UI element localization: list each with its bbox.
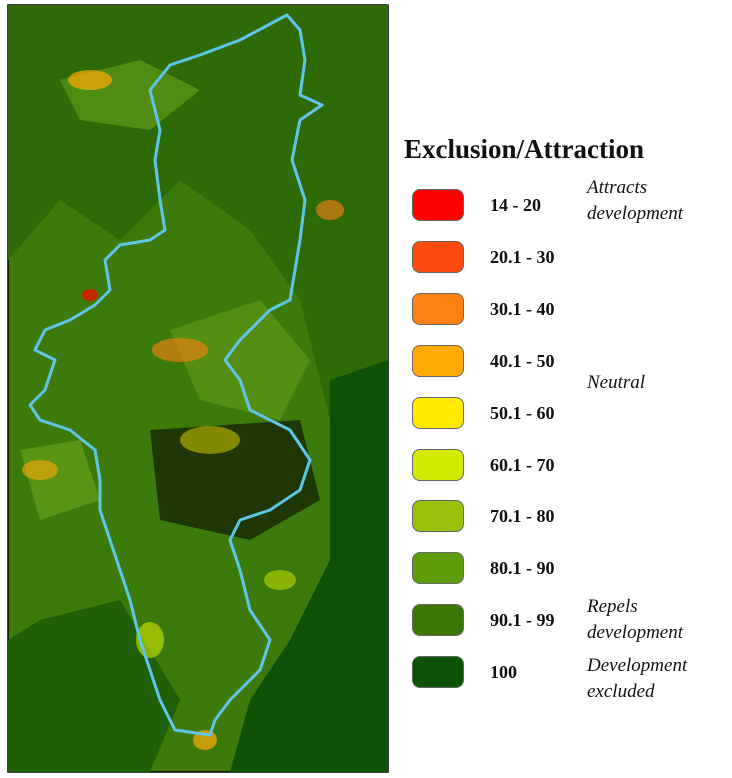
annotation: Repels development xyxy=(587,596,684,643)
legend-label: 60.1 - 70 xyxy=(490,454,555,475)
annotation: Neutral xyxy=(587,372,646,393)
legend-swatch xyxy=(412,656,464,689)
legend-label: 50.1 - 60 xyxy=(490,402,555,423)
legend-label: 30.1 - 40 xyxy=(490,298,555,319)
terrain xyxy=(8,5,388,772)
legend-label: 70.1 - 80 xyxy=(490,506,555,527)
legend-swatch xyxy=(412,552,464,585)
legend-swatch xyxy=(412,292,464,325)
legend-swatch xyxy=(412,189,464,221)
legend-swatch xyxy=(412,344,464,377)
legend-swatch xyxy=(412,500,464,533)
legend-label: 14 - 20 xyxy=(490,195,541,215)
legend-label: 100 xyxy=(490,662,517,683)
legend-title: Exclusion/Attraction xyxy=(404,134,644,164)
legend-swatch xyxy=(412,604,464,637)
legend-label: 90.1 - 99 xyxy=(490,610,555,631)
map xyxy=(7,4,389,773)
legend-swatch xyxy=(412,448,464,481)
legend-swatch xyxy=(412,396,464,429)
legend-swatch xyxy=(412,240,464,273)
annotation: Development excluded xyxy=(587,655,688,702)
legend-label: 40.1 - 50 xyxy=(490,350,555,371)
legend-label: 20.1 - 30 xyxy=(490,246,555,267)
basin-outline xyxy=(28,13,324,737)
legend-label: 80.1 - 90 xyxy=(490,558,555,579)
annotation: Attracts development xyxy=(587,177,684,224)
